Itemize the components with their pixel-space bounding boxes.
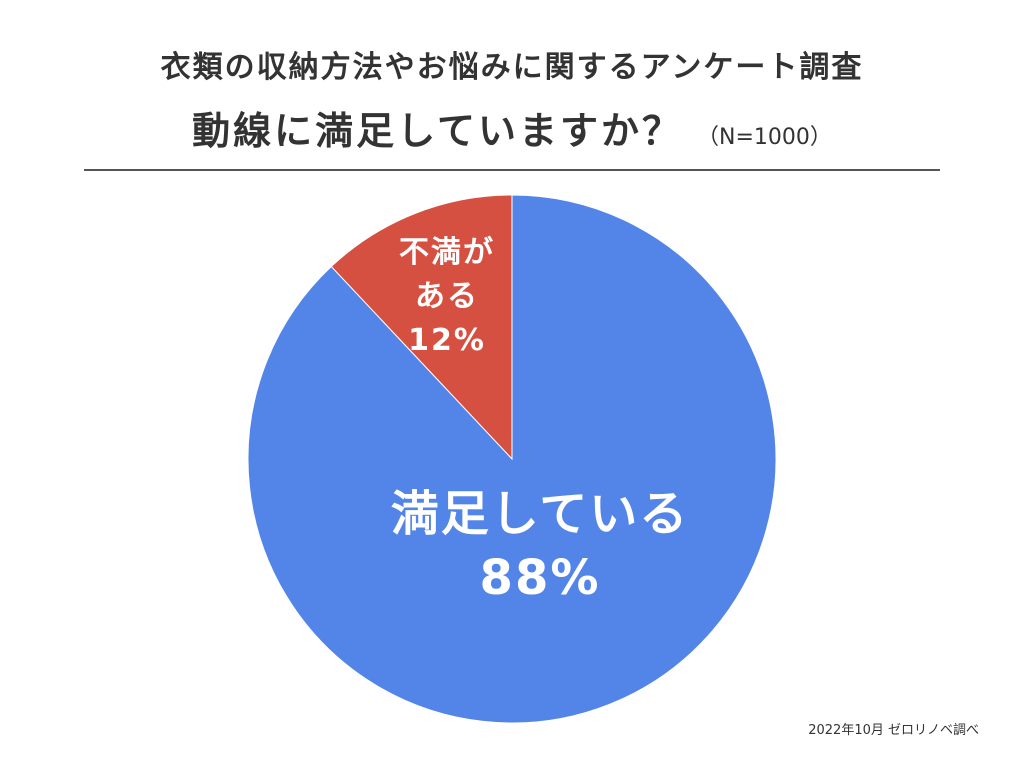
slice-percent-label: 88% — [480, 550, 601, 606]
slice-percent-label: 12% — [408, 323, 486, 358]
sample-size-label: （N=1000） — [696, 125, 832, 150]
slice-category-label: 満足している — [391, 486, 690, 542]
slice-category-label: ある — [415, 279, 479, 314]
chart-title-line2: 動線に満足していますか？ （N=1000） — [0, 100, 1024, 155]
slice-label-group-2: 満足している 88% — [391, 486, 690, 606]
pie-slice-1 — [330, 194, 513, 461]
slice-category-label: 不満が — [399, 235, 495, 270]
chart-question: 動線に満足していますか？ — [192, 109, 683, 153]
source-note: 2022年10月 ゼロリノベ調べ — [808, 723, 979, 738]
pie-slice-2 — [247, 194, 777, 724]
title-divider — [84, 169, 940, 171]
chart-title-line1: 衣類の収納方法やお悩みに関するアンケート調査 — [160, 50, 864, 85]
